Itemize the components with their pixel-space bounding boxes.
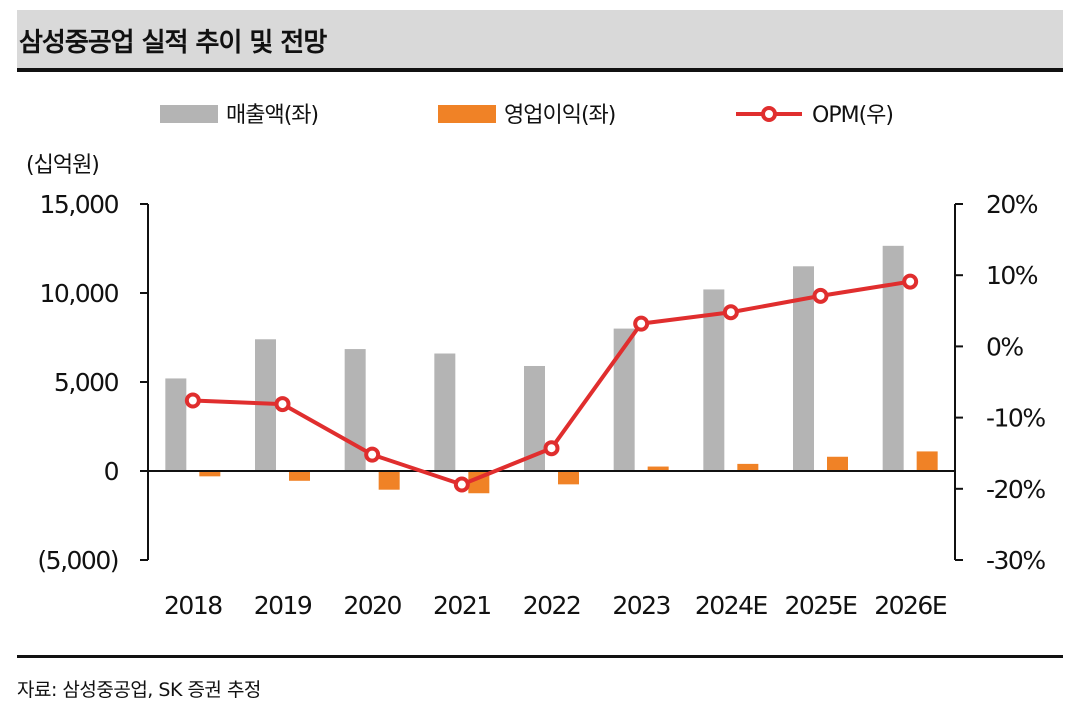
- left-axis-tick-label: 15,000: [40, 190, 119, 219]
- x-axis-tick-label: 2025E: [785, 591, 858, 620]
- legend-swatch-revenue: [160, 105, 218, 123]
- bar-revenue: [434, 353, 456, 471]
- bar-operating-profit: [378, 471, 400, 490]
- bar-revenue: [344, 349, 366, 471]
- legend-swatch-operating-profit: [438, 105, 496, 123]
- bar-revenue: [793, 266, 814, 471]
- x-axis-tick-label: 2019: [254, 591, 312, 620]
- x-axis-tick-label: 2018: [164, 591, 222, 620]
- opm-point: [274, 396, 291, 413]
- opm-point: [902, 273, 919, 290]
- legend-label-opm: OPM(우): [812, 103, 893, 128]
- left-axis-tick-label: 0: [104, 457, 119, 486]
- bar-operating-profit: [916, 451, 938, 471]
- opm-point: [453, 476, 470, 493]
- right-axis-tick-label: 10%: [986, 261, 1038, 290]
- bar-operating-profit: [199, 471, 221, 477]
- x-axis-tick-label: 2023: [612, 591, 670, 620]
- opm-point: [184, 392, 201, 409]
- bar-operating-profit: [647, 466, 669, 471]
- bar-revenue: [703, 289, 725, 471]
- right-axis-tick-label: -20%: [986, 475, 1045, 504]
- x-axis-tick-label: 2024E: [695, 591, 768, 620]
- bar-revenue: [613, 328, 635, 471]
- opm-point: [812, 287, 829, 304]
- opm-point: [364, 446, 381, 463]
- right-axis-tick-label: 20%: [986, 190, 1038, 219]
- x-axis-tick-label: 2026E: [874, 591, 947, 620]
- bar-operating-profit: [558, 471, 579, 485]
- left-axis-tick-label: (5,000): [37, 546, 118, 575]
- left-axis-tick-label: 10,000: [40, 279, 119, 308]
- legend-label-operating-profit: 영업이익(좌): [504, 103, 615, 128]
- left-axis-tick-label: 5,000: [54, 368, 119, 397]
- chart-title: 삼성중공업 실적 추이 및 전망: [19, 28, 327, 58]
- bottom-divider: [17, 655, 1063, 658]
- chart-area: 매출액(좌) 영업이익(좌) OPM(우) (십억원) 15,000 10,000 5,00…: [26, 103, 1047, 620]
- right-axis-tick-label: 0%: [986, 332, 1023, 361]
- left-axis-unit-label: (십억원): [26, 153, 99, 178]
- bar-operating-profit: [737, 463, 759, 471]
- source-note: 자료: 삼성중공업, SK 증권 추정: [17, 679, 261, 701]
- right-axis-tick-label: -30%: [986, 546, 1045, 575]
- opm-point: [633, 315, 650, 332]
- x-axis-tick-label: 2022: [523, 591, 581, 620]
- bar-operating-profit: [827, 456, 848, 471]
- bar-revenue: [882, 245, 904, 471]
- x-axis-tick-label: 2021: [433, 591, 491, 620]
- title-bar: 삼성중공업 실적 추이 및 전망: [17, 10, 1063, 72]
- bar-operating-profit: [289, 471, 310, 481]
- right-axis-tick-label: -10%: [986, 404, 1045, 433]
- opm-point: [722, 304, 739, 321]
- x-axis-tick-label: 2020: [343, 591, 401, 620]
- legend-marker-opm: [761, 106, 777, 122]
- opm-point: [543, 440, 560, 457]
- legend-label-revenue: 매출액(좌): [226, 103, 318, 128]
- bar-revenue: [524, 365, 545, 471]
- bar-revenue: [165, 378, 187, 471]
